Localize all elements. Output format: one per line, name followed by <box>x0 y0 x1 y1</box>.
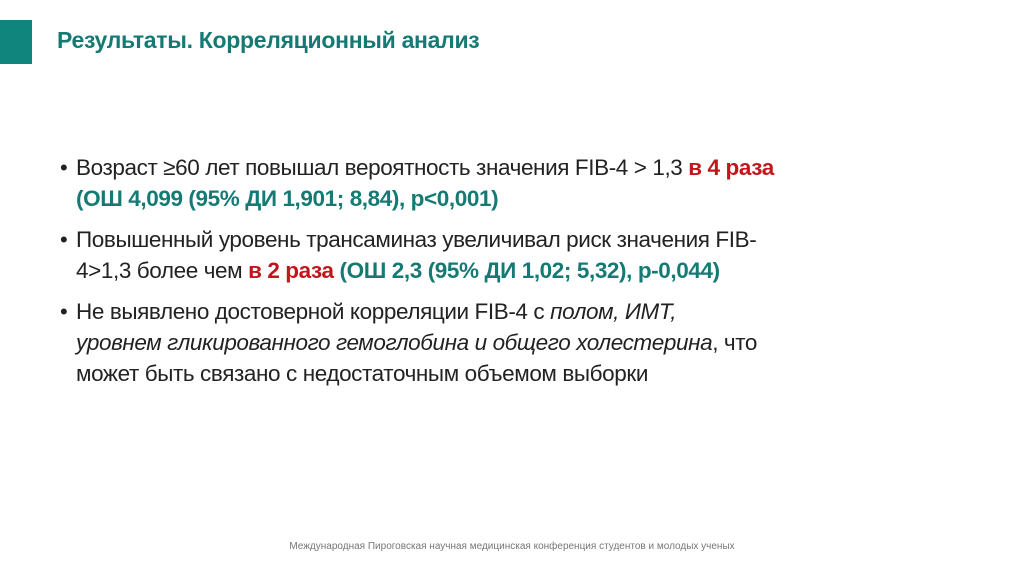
italic-text: полом, ИМТ, <box>550 299 677 324</box>
highlight-red: в 2 раза <box>248 258 334 283</box>
bullet-no-correlation: • Не выявлено достоверной корреляции FIB… <box>60 296 980 389</box>
title-accent-bar <box>0 20 32 64</box>
bullet-dot-icon: • <box>60 227 68 252</box>
slide-title: Результаты. Корреляционный анализ <box>57 27 480 53</box>
bullet-line: Не выявлено достоверной корреляции FIB-4… <box>76 296 980 327</box>
bullet-line: Повышенный уровень трансаминаз увеличива… <box>76 227 757 252</box>
bullet-dot-icon: • <box>60 155 68 180</box>
text: Не выявлено достоверной корреляции FIB-4… <box>76 299 551 324</box>
text: Возраст ≥60 лет повышал вероятность знач… <box>76 155 689 180</box>
text: , что <box>712 330 757 355</box>
bullet-transaminases: • Повышенный уровень трансаминаз увеличи… <box>60 224 980 286</box>
slide-footer: Международная Пироговская научная медици… <box>289 541 735 552</box>
bullet-list: • Возраст ≥60 лет повышал вероятность зн… <box>60 152 980 399</box>
odds-ratio-text: (ОШ 2,3 (95% ДИ 1,02; 5,32), p-0,044) <box>333 258 721 283</box>
text: 4>1,3 более чем <box>76 258 249 283</box>
bullet-line: уровнем гликированного гемоглобина и общ… <box>76 327 980 358</box>
bullet-line: может быть связано с недостаточным объем… <box>76 361 648 386</box>
highlight-red: в 4 раза <box>688 155 774 180</box>
bullet-line: 4>1,3 более чем в 2 раза (ОШ 2,3 (95% ДИ… <box>76 255 980 286</box>
bullet-dot-icon: • <box>60 299 68 324</box>
italic-text: уровнем гликированного гемоглобина и общ… <box>76 330 713 355</box>
bullet-age: • Возраст ≥60 лет повышал вероятность зн… <box>60 152 980 214</box>
bullet-line: Возраст ≥60 лет повышал вероятность знач… <box>76 152 980 183</box>
odds-ratio-text: (ОШ 4,099 (95% ДИ 1,901; 8,84), p<0,001) <box>76 186 499 211</box>
